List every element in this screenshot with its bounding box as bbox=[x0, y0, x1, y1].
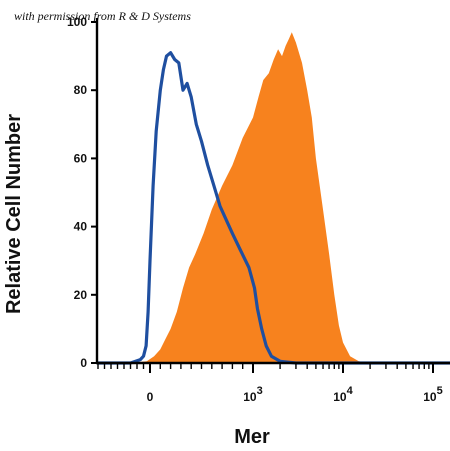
filled-histogram-series bbox=[97, 32, 450, 363]
x-tick-label: 105 bbox=[423, 385, 442, 404]
y-axis-title: Relative Cell Number bbox=[3, 114, 25, 314]
x-tick-label: 104 bbox=[333, 385, 353, 404]
y-tick-label: 60 bbox=[74, 151, 88, 165]
x-axis-title: Mer bbox=[234, 426, 270, 448]
y-tick-label: 100 bbox=[67, 15, 87, 29]
x-tick-label: 103 bbox=[243, 385, 262, 404]
y-tick-label: 80 bbox=[74, 83, 88, 97]
watermark-text: with permission from R & D Systems bbox=[14, 9, 191, 23]
y-tick-label: 0 bbox=[80, 356, 87, 370]
axes: 0 20 40 60 80 100 0 103 104 105 bbox=[67, 15, 450, 404]
x-tick-label: 0 bbox=[147, 390, 154, 404]
outline-histogram-series bbox=[97, 51, 450, 365]
y-tick-label: 40 bbox=[74, 220, 88, 234]
plot-area bbox=[97, 32, 450, 365]
y-tick-label: 20 bbox=[74, 288, 88, 302]
